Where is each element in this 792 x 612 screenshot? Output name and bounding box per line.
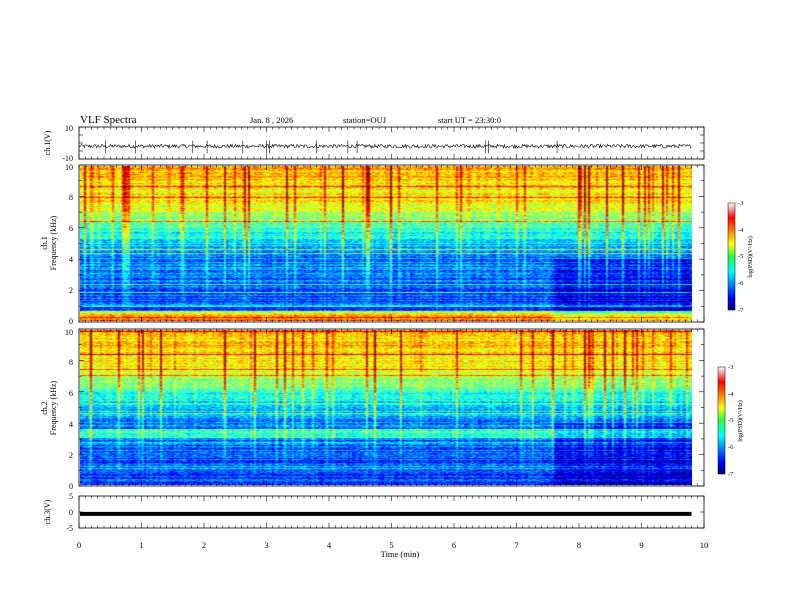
ch1-spectrogram-panel: 0 2 4 6 8 10 ch.1 Frequency (kHz) [40,163,705,326]
ch2-spec-channel-label: ch.2 [40,401,49,415]
ch1-waveform-frame [78,126,705,160]
ch2-spec-ytick-0: 0 [69,482,73,491]
ch2-cbar-tick-m4: -4 [728,391,734,398]
x-tick-label: 0 [77,540,81,550]
x-tick-label: 4 [327,540,332,550]
ch2-colorbar: -3 -4 -5 -6 -7 log(PSD)(V²/Hz) [717,364,744,478]
ch2-spectrogram-image [80,330,692,485]
figure-date: Jan. 8 , 2026 [250,115,293,125]
x-tick-label: 6 [452,540,456,550]
ch1-waveform-ticks [78,126,705,160]
ch1-spec-ytick-0: 0 [69,317,73,326]
ch3-waveform-ticks [78,495,705,529]
figure-start-time: start UT = 23:30:0 [438,115,501,125]
x-tick-label: 8 [577,540,581,550]
ch2-cbar-tick-m5: -5 [728,417,733,424]
x-tick-label: 1 [139,540,143,550]
ch1-spec-ytick-8: 8 [69,193,73,202]
ch1-spectrogram-image [80,166,692,321]
ch1-colorbar: -3 -4 -5 -6 -7 log(PSD)(V²/Hz) [727,200,754,314]
ch2-cbar-tick-m6: -6 [728,444,734,451]
ch1-waveform-panel: 10 -10 ch.1(V) [43,124,705,163]
ch1-spec-ytick-10: 10 [65,163,73,172]
x-tick-label: 9 [639,540,643,550]
x-tick-label: 2 [202,540,206,550]
ch3-wave-ylabel: ch.3(V) [43,499,52,524]
figure-station: station=OUJ [343,115,387,125]
x-tick-label: 5 [389,540,393,550]
ch1-wave-ytick-top: 10 [65,124,73,133]
ch1-colorbar-gradient [727,202,736,311]
ch2-spec-ytick-4: 4 [69,420,73,429]
ch1-wave-ytick-bottom: -10 [62,154,73,163]
ch1-spec-ytick-6: 6 [69,224,73,233]
x-tick-label: 7 [514,540,518,550]
ch3-wave-ytick-top: 5 [69,492,73,501]
ch1-spec-ytick-2: 2 [69,286,73,295]
ch2-spec-ytick-6: 6 [69,389,73,398]
ch2-spectrogram-ticks [78,328,705,487]
x-axis-tick-labels: 0 1 2 3 4 5 6 7 8 9 10 [77,540,708,550]
ch1-spec-ylabel: Frequency (kHz) [49,215,58,270]
ch1-cbar-tick-m3: -3 [738,200,743,207]
ch2-spec-ytick-8: 8 [69,358,73,367]
ch1-cbar-tick-m5: -5 [738,253,743,260]
ch3-wave-ytick-bottom: -5 [66,524,73,533]
x-axis-label: Time (min) [381,549,420,559]
figure-title: VLF Spectra [80,114,137,126]
ch1-cbar-tick-m4: -4 [738,227,744,234]
ch2-colorbar-gradient [717,366,726,475]
ch1-wave-ylabel: ch.1(V) [43,130,52,155]
ch2-spec-ytick-2: 2 [69,451,73,460]
ch3-waveform-panel: 5 0 -5 ch.3(V) [43,492,705,533]
ch3-wave-ytick-mid: 0 [69,508,73,517]
ch1-cbar-label: log(PSD)(V²/Hz) [747,236,754,277]
x-tick-label: 10 [700,540,709,550]
ch1-spectrogram-ticks [78,164,705,323]
ch1-spec-ytick-4: 4 [69,255,73,264]
ch1-cbar-tick-m7: -7 [738,307,744,314]
ch2-cbar-tick-m3: -3 [728,364,733,371]
x-tick-label: 3 [264,540,268,550]
ch1-spec-channel-label: ch.1 [40,236,49,250]
ch2-cbar-tick-m7: -7 [728,471,734,478]
ch2-spectrogram-panel: 0 2 4 6 8 10 ch.2 Frequency (kHz) [40,328,705,491]
ch1-waveform-line [78,140,692,154]
ch1-cbar-tick-m6: -6 [738,280,744,287]
ch2-spec-ytick-10: 10 [65,328,73,337]
ch2-spec-ylabel: Frequency (kHz) [49,380,58,435]
ch2-cbar-label: log(PSD)(V²/Hz) [737,400,744,441]
